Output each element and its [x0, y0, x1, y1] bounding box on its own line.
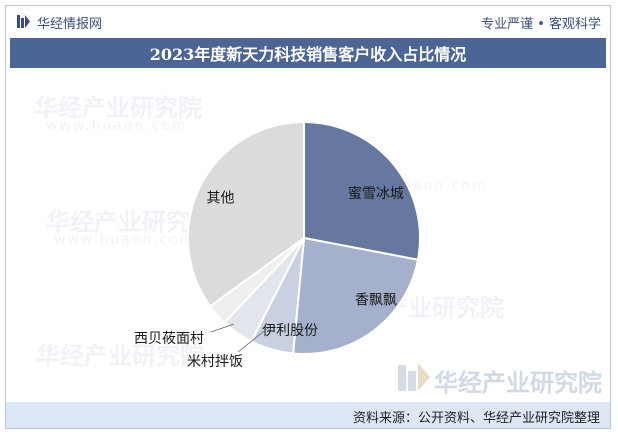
logo-icon: [17, 15, 30, 28]
leader-line: [210, 323, 235, 333]
slice-label: 香飘飘: [355, 293, 397, 309]
chart-frame: 华经情报网 专业严谨 • 客观科学 2023年度新天力科技销售客户收入占比情况 …: [5, 5, 611, 429]
corner-watermark: 华经产业研究院: [398, 361, 602, 397]
brand-name: 华经情报网: [37, 17, 103, 32]
slice-label: 蜜雪冰城: [348, 186, 404, 202]
pie-slice: [291, 236, 420, 355]
pie-slice: [303, 120, 421, 261]
source-note: 资料来源：公开资料、华经产业研究院整理: [352, 411, 600, 426]
slice-label: 米村拌饭: [187, 354, 243, 370]
pie-slice: [187, 120, 305, 308]
corner-watermark-text: 华经产业研究院: [434, 369, 602, 397]
leader-line: [237, 327, 269, 353]
slice-label: 伊利股份: [262, 323, 318, 339]
chart-title: 2023年度新天力科技销售客户收入占比情况: [10, 38, 606, 68]
slogan: 专业严谨 • 客观科学: [481, 17, 601, 32]
source-bar: 资料来源：公开资料、华经产业研究院整理: [6, 402, 610, 428]
slice-label: 西贝莜面村: [134, 331, 204, 347]
top-bar: 华经情报网 专业严谨 • 客观科学: [6, 6, 610, 36]
slice-label: 其他: [206, 191, 234, 207]
watermark-logo-icon: [398, 363, 430, 391]
